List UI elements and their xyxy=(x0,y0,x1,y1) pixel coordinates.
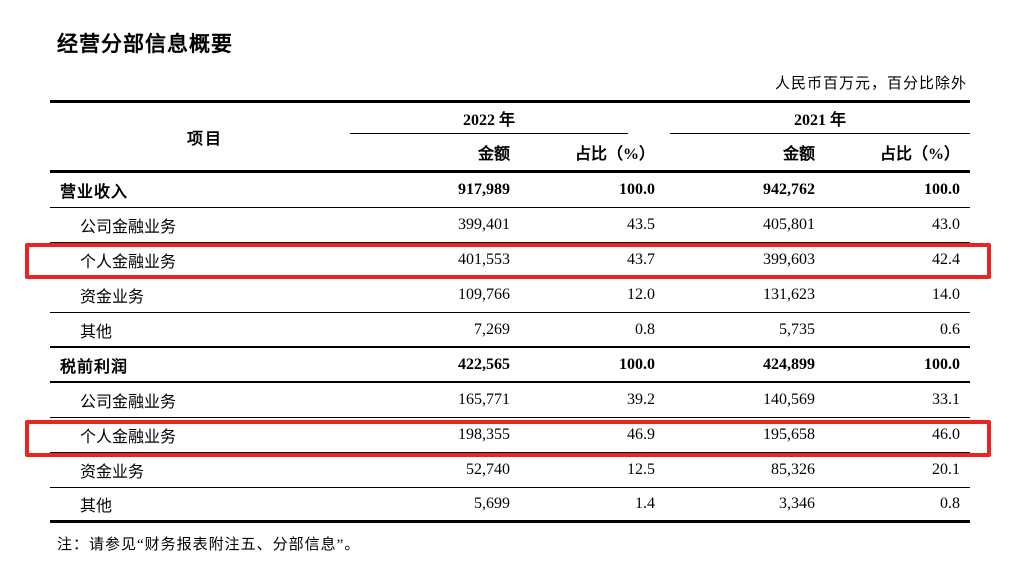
amount-2022: 7,269 xyxy=(474,320,510,338)
row-label: 资金业务 xyxy=(80,289,145,306)
ratio-2022: 100.0 xyxy=(619,355,655,373)
amount-2022: 917,989 xyxy=(458,181,510,198)
table-row-profit-before-tax: 税前利润 422,565 100.0 424,899 100.0 xyxy=(50,348,970,383)
row-label: 公司金融业务 xyxy=(80,394,177,411)
table-row-others: 其他 7,269 0.8 5,735 0.6 xyxy=(50,313,970,348)
highlight-box-profit-personal-banking xyxy=(25,420,991,457)
table-header: 项目 2022 年 2021 年 金额 占比（%） 金额 占比（%） xyxy=(50,103,970,173)
segment-table: 项目 2022 年 2021 年 金额 占比（%） 金额 占比（%） 营业收入 … xyxy=(50,100,970,523)
row-label: 其他 xyxy=(80,498,113,515)
ratio-2022: 100.0 xyxy=(619,181,655,198)
amount-2021: 399,603 xyxy=(763,251,815,268)
column-group-2021: 2021 年 xyxy=(793,112,846,129)
amount-2021: 942,762 xyxy=(763,181,815,198)
ratio-2021: 46.0 xyxy=(932,426,960,443)
column-header-ratio-2021: 占比（%） xyxy=(879,146,960,163)
amount-2021: 85,326 xyxy=(771,461,815,478)
table-row-treasury: 资金业务 52,740 12.5 85,326 20.1 xyxy=(50,453,970,488)
ratio-2022: 12.5 xyxy=(627,461,655,478)
row-label: 个人金融业务 xyxy=(80,254,177,271)
column-header-amount-2021: 金额 xyxy=(782,146,815,163)
ratio-2021: 0.6 xyxy=(940,320,960,338)
table-row-personal-banking: 个人金融业务 198,355 46.9 195,658 46.0 xyxy=(50,418,970,453)
currency-unit-note: 人民币百万元，百分比除外 xyxy=(774,76,967,92)
row-label: 其他 xyxy=(80,323,113,341)
table-row-treasury: 资金业务 109,766 12.0 131,623 14.0 xyxy=(50,278,970,313)
amount-2022: 198,355 xyxy=(458,426,510,443)
amount-2021: 131,623 xyxy=(763,286,815,303)
year-underline-2022 xyxy=(350,133,628,134)
row-label: 税前利润 xyxy=(60,358,129,376)
ratio-2022: 1.4 xyxy=(635,495,655,512)
amount-2022: 109,766 xyxy=(458,286,510,303)
ratio-2021: 42.4 xyxy=(932,251,960,268)
amount-2021: 195,658 xyxy=(763,426,815,443)
ratio-2021: 20.1 xyxy=(932,461,960,478)
highlight-box-revenue-personal-banking xyxy=(25,243,991,279)
column-header-item: 项目 xyxy=(186,130,223,148)
amount-2022: 5,699 xyxy=(474,495,510,512)
ratio-2021: 14.0 xyxy=(932,286,960,303)
sub-header-row: 金额 占比（%） 金额 占比（%） xyxy=(50,134,970,170)
row-label: 个人金融业务 xyxy=(80,429,177,446)
amount-2022: 52,740 xyxy=(466,461,510,478)
amount-2021: 5,735 xyxy=(779,320,815,338)
row-label: 资金业务 xyxy=(80,464,145,481)
year-underline-2021 xyxy=(670,133,970,134)
ratio-2021: 100.0 xyxy=(924,181,960,198)
amount-2021: 405,801 xyxy=(763,216,815,233)
column-header-ratio-2022: 占比（%） xyxy=(574,146,655,163)
amount-2022: 401,553 xyxy=(458,251,510,268)
amount-2021: 424,899 xyxy=(763,355,815,373)
amount-2022: 165,771 xyxy=(458,391,510,408)
table-row-others: 其他 5,699 1.4 3,346 0.8 xyxy=(50,488,970,523)
ratio-2022: 39.2 xyxy=(627,391,655,408)
column-group-2022: 2022 年 xyxy=(462,112,515,129)
page-title: 经营分部信息概要 xyxy=(57,33,233,56)
footnote: 注：请参见“财务报表附注五、分部信息”。 xyxy=(57,537,361,553)
table-row-corporate-banking: 公司金融业务 399,401 43.5 405,801 43.0 xyxy=(50,208,970,243)
table-row-corporate-banking: 公司金融业务 165,771 39.2 140,569 33.1 xyxy=(50,383,970,418)
ratio-2021: 100.0 xyxy=(924,355,960,373)
amount-2021: 3,346 xyxy=(779,495,815,512)
ratio-2022: 0.8 xyxy=(635,320,655,338)
amount-2021: 140,569 xyxy=(763,391,815,408)
table-row-operating-income: 营业收入 917,989 100.0 942,762 100.0 xyxy=(50,173,970,208)
ratio-2021: 33.1 xyxy=(932,391,960,408)
ratio-2022: 43.5 xyxy=(627,216,655,233)
row-label: 营业收入 xyxy=(60,184,129,201)
ratio-2022: 43.7 xyxy=(627,251,655,268)
ratio-2022: 12.0 xyxy=(627,286,655,303)
amount-2022: 399,401 xyxy=(458,216,510,233)
column-header-amount-2022: 金额 xyxy=(477,146,510,163)
ratio-2022: 46.9 xyxy=(627,426,655,443)
ratio-2021: 43.0 xyxy=(932,216,960,233)
row-label: 公司金融业务 xyxy=(80,219,177,236)
ratio-2021: 0.8 xyxy=(940,495,960,512)
amount-2022: 422,565 xyxy=(458,355,510,373)
